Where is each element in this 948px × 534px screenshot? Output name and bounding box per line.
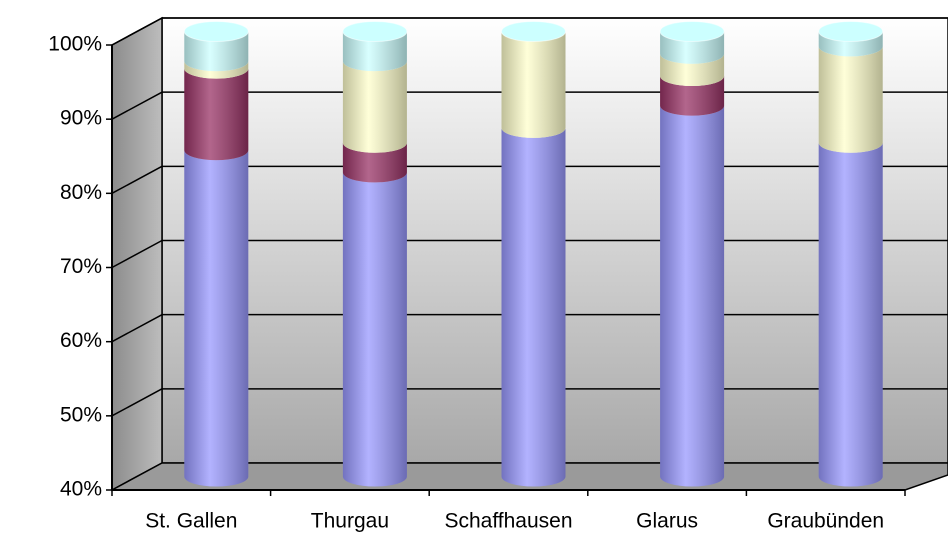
x-tick-label: Thurgau <box>311 510 389 533</box>
cylinder-shading <box>184 31 249 72</box>
cylinder-top <box>183 21 249 42</box>
cylinder-top <box>659 21 725 42</box>
cylinder-top <box>501 21 566 42</box>
cylinder-shading <box>818 46 883 153</box>
cylinder-shading <box>184 150 249 487</box>
cylinder-shading <box>501 31 566 138</box>
x-tick-label: Graubünden <box>767 510 884 533</box>
cylinder-shading <box>660 53 725 86</box>
y-tick-label: 50% <box>60 403 102 426</box>
x-tick-label: Schaffhausen <box>444 510 572 533</box>
grid-line <box>111 239 163 269</box>
grid-line <box>111 165 163 194</box>
cylinder-shading <box>818 142 883 487</box>
cylinder-shading <box>342 142 407 183</box>
cylinder-shading <box>342 61 407 153</box>
y-tick-label: 90% <box>60 107 102 130</box>
cylinder-shading <box>660 105 725 487</box>
y-tick-label: 40% <box>60 478 102 501</box>
y-tick-label: 80% <box>60 181 102 204</box>
cylinder-shading <box>184 68 249 161</box>
cylinder-shading <box>660 76 725 116</box>
cylinder-top <box>818 21 884 42</box>
cylinder-shading <box>660 31 725 64</box>
x-tick-label: St. Gallen <box>145 510 237 533</box>
grid-line <box>111 388 163 417</box>
cylinder-shading <box>501 127 566 487</box>
cylinder-shading <box>342 31 407 72</box>
cylinder-shading <box>184 61 249 79</box>
cylinder-shading <box>818 31 883 57</box>
grid-line <box>111 91 163 120</box>
y-tick-label: 60% <box>60 329 102 352</box>
grid-line <box>111 314 163 343</box>
cylinder-shading <box>342 172 407 487</box>
grid-line <box>111 17 163 46</box>
cylinder-top <box>342 21 408 42</box>
y-tick-label: 100% <box>48 33 102 56</box>
y-tick-label: 70% <box>60 255 102 278</box>
x-tick-label: Glarus <box>636 510 698 533</box>
